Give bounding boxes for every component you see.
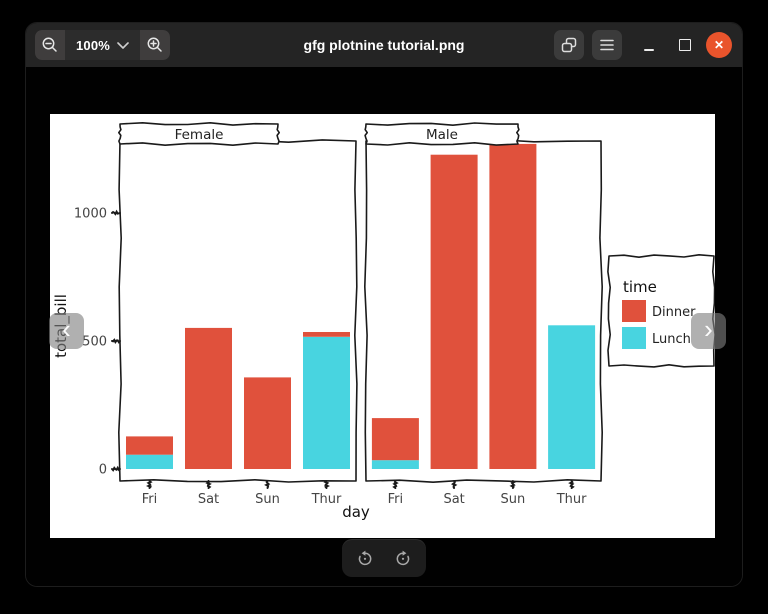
overlapping-windows-icon	[561, 37, 577, 53]
magnifier-minus-icon	[42, 37, 57, 52]
headerbar-right-controls: ✕	[554, 30, 732, 60]
image-viewer-window: 100% gfg plotnine tutorial.png	[25, 22, 743, 587]
svg-text:Fri: Fri	[142, 492, 158, 507]
menu-button[interactable]	[592, 30, 622, 60]
zoom-level-dropdown[interactable]: 100%	[65, 30, 140, 60]
rotate-right-button[interactable]	[388, 543, 418, 573]
svg-text:day: day	[342, 503, 370, 521]
plotnine-chart: Fri Sat Sun Thur Fri Sat Sun Thur Female Male 0 500…	[52, 122, 716, 521]
svg-text:Thur: Thur	[311, 492, 342, 507]
svg-text:Sun: Sun	[501, 492, 526, 507]
previous-image-button[interactable]: ‹	[49, 313, 84, 349]
svg-text:time: time	[623, 278, 657, 296]
maximize-icon	[679, 39, 691, 51]
minimize-button[interactable]	[638, 30, 660, 60]
svg-text:Female: Female	[175, 127, 224, 143]
floating-toolbar	[342, 539, 426, 577]
svg-text:0: 0	[99, 463, 107, 478]
svg-text:Lunch: Lunch	[652, 332, 691, 347]
svg-text:500: 500	[82, 334, 107, 349]
headerbar: 100% gfg plotnine tutorial.png	[26, 23, 742, 68]
magnifier-plus-icon	[147, 37, 162, 52]
close-button[interactable]: ✕	[706, 32, 732, 58]
close-icon: ✕	[713, 38, 725, 52]
image-canvas[interactable]: Fri Sat Sun Thur Fri Sat Sun Thur Female Male 0 500…	[50, 114, 716, 538]
zoom-out-button[interactable]	[35, 30, 65, 60]
zoom-controls: 100%	[35, 30, 171, 60]
svg-text:Male: Male	[426, 127, 458, 143]
svg-text:Thur: Thur	[556, 492, 587, 507]
gallery-button[interactable]	[554, 30, 584, 60]
svg-text:Sat: Sat	[443, 492, 464, 507]
svg-text:Sun: Sun	[255, 492, 280, 507]
chevron-right-icon: ›	[704, 314, 713, 344]
minimize-icon	[644, 48, 654, 51]
chevron-left-icon: ‹	[62, 314, 71, 344]
maximize-button[interactable]	[674, 30, 696, 60]
svg-text:1000: 1000	[74, 206, 107, 221]
next-image-button[interactable]: ›	[691, 313, 726, 349]
svg-text:Sat: Sat	[198, 492, 219, 507]
svg-text:Dinner: Dinner	[652, 305, 696, 320]
rotate-clockwise-icon	[396, 550, 410, 566]
hamburger-menu-icon	[600, 39, 614, 51]
svg-text:Fri: Fri	[388, 492, 404, 507]
chevron-down-icon	[117, 41, 129, 49]
viewer-content-area: Fri Sat Sun Thur Fri Sat Sun Thur Female Male 0 500…	[26, 67, 742, 586]
rotate-counterclockwise-icon	[358, 550, 372, 566]
zoom-in-button[interactable]	[140, 30, 171, 60]
zoom-level-label: 100%	[76, 37, 111, 53]
rotate-left-button[interactable]	[350, 543, 380, 573]
